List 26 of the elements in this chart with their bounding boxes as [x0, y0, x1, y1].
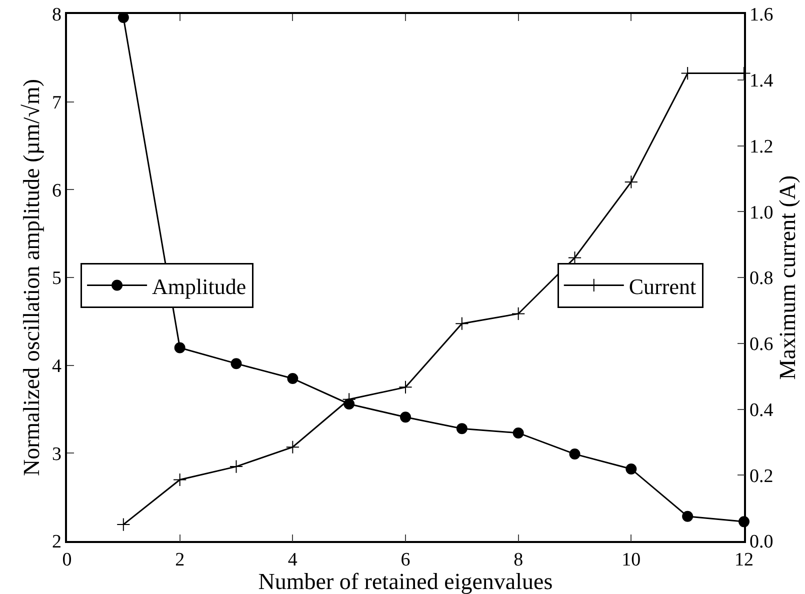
y2-tick-label: 1.2 — [750, 136, 774, 158]
y2-tick-label: 0.6 — [750, 334, 774, 356]
y2-tick-label: 1.0 — [750, 202, 774, 224]
y2-axis-title: Maximum current (A) — [774, 175, 800, 380]
y-tick-label: 8 — [52, 4, 62, 26]
y-tick-label: 3 — [52, 444, 62, 465]
y-axis-title: Normalized oscillation amplitude (µm/√m) — [18, 79, 44, 476]
y-tick-label: 7 — [52, 92, 62, 114]
y2-tick-label: 0.8 — [750, 268, 774, 290]
x-tick-label: 10 — [622, 550, 641, 571]
y2-tick-label: 0.2 — [750, 466, 774, 487]
x-tick-label: 6 — [400, 550, 410, 571]
x-tick-label: 0 — [62, 550, 72, 571]
y2-tick-label: 0.4 — [750, 400, 774, 421]
x-tick-label: 8 — [514, 550, 524, 571]
legend-label: Amplitude — [152, 274, 246, 299]
y-tick-label: 2 — [52, 532, 62, 553]
y2-tick-label: 1.6 — [750, 4, 774, 26]
y-tick-label: 6 — [52, 180, 62, 202]
y-tick-label: 4 — [52, 356, 62, 377]
x-tick-label: 4 — [288, 550, 298, 571]
legend-label: Current — [628, 274, 696, 299]
x-axis-title: Number of retained eigenvalues — [258, 569, 553, 594]
x-tick-label: 2 — [175, 550, 185, 571]
y-tick-label: 5 — [52, 268, 62, 290]
y2-tick-label: 1.4 — [750, 70, 774, 92]
